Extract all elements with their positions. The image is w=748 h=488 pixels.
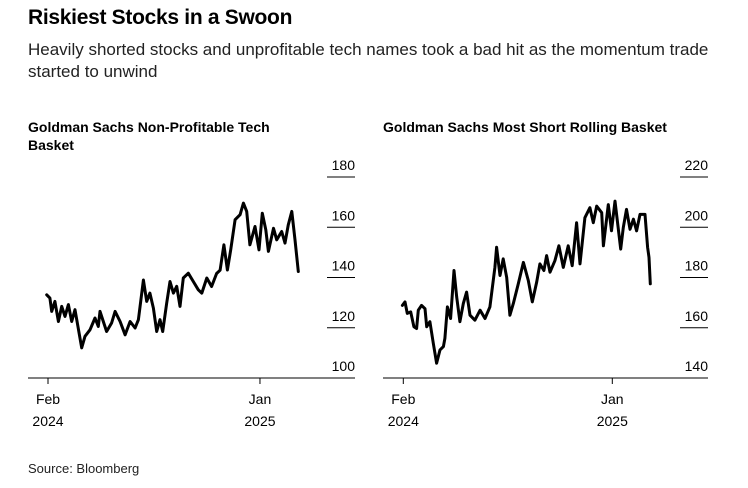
source-note: Source: Bloomberg: [28, 461, 140, 476]
y-tick-label: 220: [685, 157, 709, 173]
y-tick-label: 140: [332, 258, 356, 274]
x-tick-label: 2024: [388, 413, 419, 429]
page-title: Riskiest Stocks in a Swoon: [28, 6, 293, 29]
y-tick-label: 100: [332, 358, 356, 374]
x-tick-label: Jan: [249, 391, 272, 407]
x-tick-label: 2025: [244, 413, 275, 429]
series-line: [400, 199, 652, 365]
series-line: [45, 201, 300, 350]
y-tick-label: 160: [685, 308, 709, 324]
x-tick-label: 2024: [32, 413, 63, 429]
x-tick-label: Feb: [391, 391, 415, 407]
chart-title-nonprofitable-tech: Goldman Sachs Non-Profitable Tech Basket: [28, 119, 270, 153]
y-tick-label: 160: [332, 207, 356, 223]
y-tick-label: 180: [685, 258, 709, 274]
y-tick-label: 140: [685, 358, 709, 374]
y-tick-label: 180: [332, 157, 356, 173]
chart-title-most-short: Goldman Sachs Most Short Rolling Basket: [383, 119, 667, 135]
page-subtitle: Heavily shorted stocks and unprofitable …: [28, 40, 709, 81]
x-tick-label: Feb: [36, 391, 60, 407]
x-tick-label: Jan: [601, 391, 624, 407]
y-tick-label: 200: [685, 207, 709, 223]
x-tick-label: 2025: [597, 413, 628, 429]
y-tick-label: 120: [332, 308, 356, 324]
